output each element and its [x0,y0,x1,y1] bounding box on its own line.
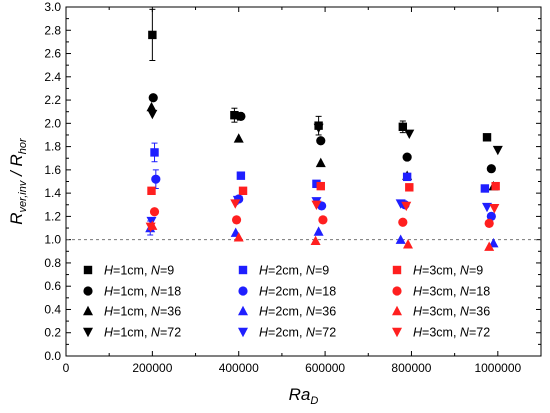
legend-label: H=1cm, N=18 [104,285,181,299]
y-tick-label: 0.8 [44,256,61,270]
legend-marker [238,286,248,296]
data-point [150,148,159,157]
legend-marker [83,286,93,296]
data-point [491,181,500,191]
y-tick-label: 1.0 [44,233,61,247]
legend-marker [392,265,402,275]
data-point [492,145,503,156]
y-tick-label: 0.2 [44,326,61,340]
x-tick-label: 0 [63,361,70,375]
data-point [147,109,158,120]
data-point [146,216,157,227]
data-point [145,222,156,233]
data-point [398,217,408,227]
y-axis-title: Rver,inv / Rhor [7,137,29,225]
x-tick-label: 400000 [219,361,259,375]
legend-label: H=3cm, N=72 [413,326,490,340]
legend-label: H=3cm, N=36 [413,305,490,319]
y-tick-label: 0.4 [44,302,61,316]
data-point [312,179,321,189]
y-tick-label: 2.8 [44,23,61,37]
legend-marker [83,305,93,316]
data-point [151,174,161,184]
data-point [230,110,239,120]
legend-label: H=2cm, N=18 [259,285,336,299]
legend-marker [392,305,402,316]
y-tick-label: 1.8 [44,140,61,154]
data-point [395,234,406,244]
y-tick-label: 1.2 [44,209,61,223]
data-point [482,202,493,213]
legend-label: H=3cm, N=9 [413,264,483,278]
y-tick-label: 3.0 [44,0,61,14]
data-point [401,201,412,212]
data-point [310,235,321,246]
legend-label: H=2cm, N=36 [259,305,336,319]
legend-marker [83,265,93,275]
y-tick-label: 2.0 [44,116,61,130]
data-point [313,226,324,236]
data-point [484,218,494,228]
legend-label: H=2cm, N=72 [259,326,336,340]
data-point [402,172,412,182]
data-point [232,112,243,122]
x-tick-label: 1000000 [474,361,521,375]
legend-marker [392,327,402,338]
legend-label: H=1cm, N=9 [104,264,174,278]
x-axis-title: RaD [289,385,319,407]
data-point [311,200,322,210]
data-point [233,232,244,242]
data-point [316,181,325,191]
data-point [149,207,160,217]
data-point [486,211,496,221]
y-tick-label: 0.0 [44,349,61,363]
data-point [148,93,158,103]
data-point [484,241,495,251]
y-tick-label: 1.6 [44,163,61,177]
data-point [405,183,414,192]
x-tick-label: 600000 [305,361,345,375]
y-tick-label: 0.6 [44,279,61,293]
x-tick-label: 200000 [132,361,172,375]
legend-marker [83,327,93,338]
data-point [404,129,415,140]
data-point [316,136,326,146]
legend: H=1cm, N=9 H=1cm, N=18 H=1cm, N=36 H=1cm, N… [83,264,490,340]
legend-label: H=2cm, N=9 [259,264,329,278]
data-point [398,122,408,132]
data-point [233,133,244,143]
plot-frame [65,6,542,357]
legend-marker [238,265,248,275]
data-point [238,186,248,196]
y-tick-label: 1.4 [44,186,61,200]
data-point [230,199,241,209]
y-tick-label: 2.6 [44,47,61,61]
data-point [313,123,324,134]
legend-marker [392,286,402,296]
data-point [315,157,326,168]
data-marks [145,8,503,251]
data-point [489,204,500,214]
data-point [402,152,412,162]
data-point [147,186,156,196]
x-tick-label: 800000 [391,361,431,375]
data-point [148,30,157,40]
legend-marker [238,327,248,338]
data-point [480,184,490,193]
data-point [236,171,246,180]
legend-label: H=3cm, N=18 [413,285,490,299]
data-point [482,133,492,142]
data-point [318,215,328,225]
legend-marker [238,305,248,316]
data-point [231,215,242,225]
legend-label: H=1cm, N=36 [104,305,181,319]
legend-label: H=1cm, N=72 [104,326,181,340]
axis-ticks: 0.0 0.2 0.4 0.6 0.8 1.0 1.2 1.4 1.6 1.8 2.0 2.2 2.4 2… [44,0,541,375]
y-tick-label: 2.2 [44,93,61,107]
data-point [486,164,496,174]
data-point [146,101,157,112]
data-point [403,239,413,249]
y-tick-label: 2.4 [44,70,61,84]
